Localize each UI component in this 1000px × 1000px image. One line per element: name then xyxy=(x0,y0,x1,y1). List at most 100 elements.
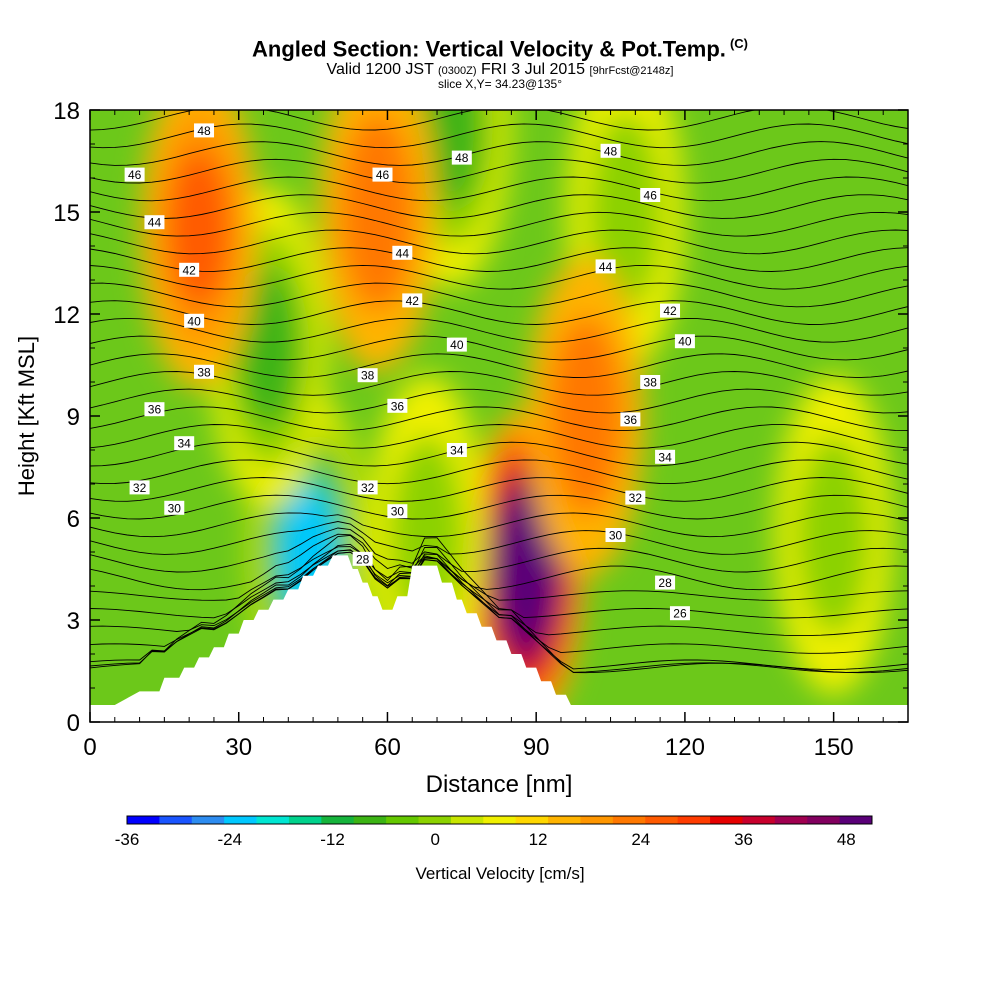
colorbar-swatch-6 xyxy=(321,816,355,824)
colorbar-swatch-11 xyxy=(483,816,517,824)
y-tick-label-2: 6 xyxy=(67,506,80,533)
theta-labels: 48 46 44 42 40 38 36 34 32 30 46 48 44 42 40 38 36 34 32 30… xyxy=(124,123,695,621)
colorbar-swatch-19 xyxy=(742,816,776,824)
theta-label-17: 34 xyxy=(450,444,464,458)
colorbar-swatch-4 xyxy=(256,816,290,824)
theta-isoline-11 xyxy=(90,494,908,520)
chart-title-tag: (C) xyxy=(729,36,748,51)
colorbar-swatch-1 xyxy=(159,816,193,824)
y-axis-label: Height [Kft MSL] xyxy=(14,336,39,496)
theta-label-box-1 xyxy=(124,167,145,182)
theta-isoline-12 xyxy=(90,477,908,502)
colorbar-swatch-5 xyxy=(288,816,322,824)
theta-label-8: 32 xyxy=(133,481,147,495)
theta-label-32: 26 xyxy=(673,607,687,621)
theta-label-box-29 xyxy=(625,490,646,505)
chart-title: Angled Section: Vertical Velocity & Pot.… xyxy=(0,36,1000,62)
theta-isoline-24 xyxy=(90,264,908,290)
colorbar-swatch-7 xyxy=(353,816,387,824)
theta-isoline-14 xyxy=(90,441,908,467)
theta-label-16: 36 xyxy=(391,399,405,413)
chart-title-text: Angled Section: Vertical Velocity & Pot.… xyxy=(252,36,726,62)
theta-label-box-5 xyxy=(194,364,215,379)
theta-isoline-9 xyxy=(90,521,908,555)
theta-isoline-13 xyxy=(90,459,908,485)
x-tick-label-4: 120 xyxy=(665,734,705,761)
y-tick-label-4: 12 xyxy=(53,302,80,329)
velocity-feature-0-level-6 xyxy=(502,511,550,627)
colorbar-tick-label-5: 24 xyxy=(631,830,650,849)
theta-isoline-4 xyxy=(90,551,908,637)
y-tick-label-5: 15 xyxy=(53,200,80,227)
theta-label-box-20 xyxy=(352,551,373,566)
theta-label-box-6 xyxy=(144,402,165,417)
theta-label-box-31 xyxy=(655,575,676,590)
theta-label-box-30 xyxy=(605,528,626,542)
valid-prefix: Valid 1200 JST xyxy=(326,61,434,78)
theta-label-box-23 xyxy=(595,259,616,274)
theta-label-20: 28 xyxy=(356,552,370,566)
x-tick-label-2: 60 xyxy=(374,734,401,761)
colorbar: -36 -24 -12 0 12 24 36 48 xyxy=(115,815,873,849)
theta-label-box-4 xyxy=(184,313,205,328)
colorbar-swatch-10 xyxy=(450,816,484,824)
colorbar-swatch-20 xyxy=(774,816,808,824)
theta-label-box-32 xyxy=(669,606,690,621)
theta-isoline-22 xyxy=(90,300,908,325)
theta-label-box-7 xyxy=(174,436,195,451)
valid-date: FRI 3 Jul 2015 xyxy=(481,61,586,78)
theta-label-box-28 xyxy=(655,449,676,464)
x-tick-label-0: 0 xyxy=(83,734,96,761)
theta-isoline-25 xyxy=(90,247,908,272)
theta-label-1: 46 xyxy=(128,168,142,182)
theta-isoline-32 xyxy=(90,123,908,149)
y-tick-label-6: 18 xyxy=(53,98,80,125)
theta-label-box-2 xyxy=(144,215,165,230)
theta-label-box-14 xyxy=(446,337,467,352)
theta-label-28: 34 xyxy=(658,450,672,464)
theta-label-box-3 xyxy=(179,262,200,277)
colorbar-swatch-12 xyxy=(515,816,549,824)
theta-label-box-15 xyxy=(357,368,378,383)
theta-label-6: 36 xyxy=(148,403,162,417)
y-tick-label-0: 0 xyxy=(67,710,80,737)
theta-label-box-21 xyxy=(600,143,621,158)
theta-isoline-3 xyxy=(90,551,908,654)
theta-isoline-10 xyxy=(90,512,908,538)
colorbar-swatch-17 xyxy=(677,816,711,824)
colorbar-tick-label-2: -12 xyxy=(320,830,345,849)
velocity-feature-6-level-1 xyxy=(795,435,872,635)
colorbar-swatch-14 xyxy=(580,816,614,824)
colorbar-swatch-0 xyxy=(127,816,160,824)
theta-isoline-31 xyxy=(90,141,908,166)
plot-area: 48 46 44 42 40 38 36 34 32 30 46 48 44 42 40 38 36 34 32 30… xyxy=(90,110,908,722)
theta-label-0: 48 xyxy=(197,124,211,138)
theta-label-box-19 xyxy=(387,504,408,519)
theta-label-10: 46 xyxy=(376,168,390,182)
terrain-mask xyxy=(90,555,908,722)
theta-isoline-29 xyxy=(90,176,908,202)
theta-label-11: 48 xyxy=(455,151,469,165)
theta-label-box-13 xyxy=(402,293,423,308)
colorbar-swatch-9 xyxy=(418,816,452,824)
theta-label-box-16 xyxy=(387,398,408,413)
velocity-feature-9-level-1 xyxy=(547,316,624,516)
colorbar-label: Vertical Velocity [cm/s] xyxy=(415,864,585,883)
theta-isoline-6 xyxy=(90,546,908,601)
theta-label-box-0 xyxy=(194,123,215,138)
x-tick-label-1: 30 xyxy=(225,734,252,761)
colorbar-tick-label-4: 12 xyxy=(529,830,548,849)
theta-label-18: 32 xyxy=(361,481,375,495)
theta-isoline-28 xyxy=(90,194,908,219)
theta-label-25: 40 xyxy=(678,335,692,349)
theta-isoline-21 xyxy=(90,317,908,343)
x-tick-label-5: 150 xyxy=(814,734,854,761)
theta-label-2: 44 xyxy=(148,216,162,230)
x-tick-label-3: 90 xyxy=(523,734,550,761)
theta-label-box-17 xyxy=(446,443,467,457)
theta-label-29: 32 xyxy=(629,491,643,505)
theta-contours xyxy=(90,110,908,674)
theta-isoline-17 xyxy=(90,388,908,414)
colorbar-swatch-2 xyxy=(191,816,225,824)
